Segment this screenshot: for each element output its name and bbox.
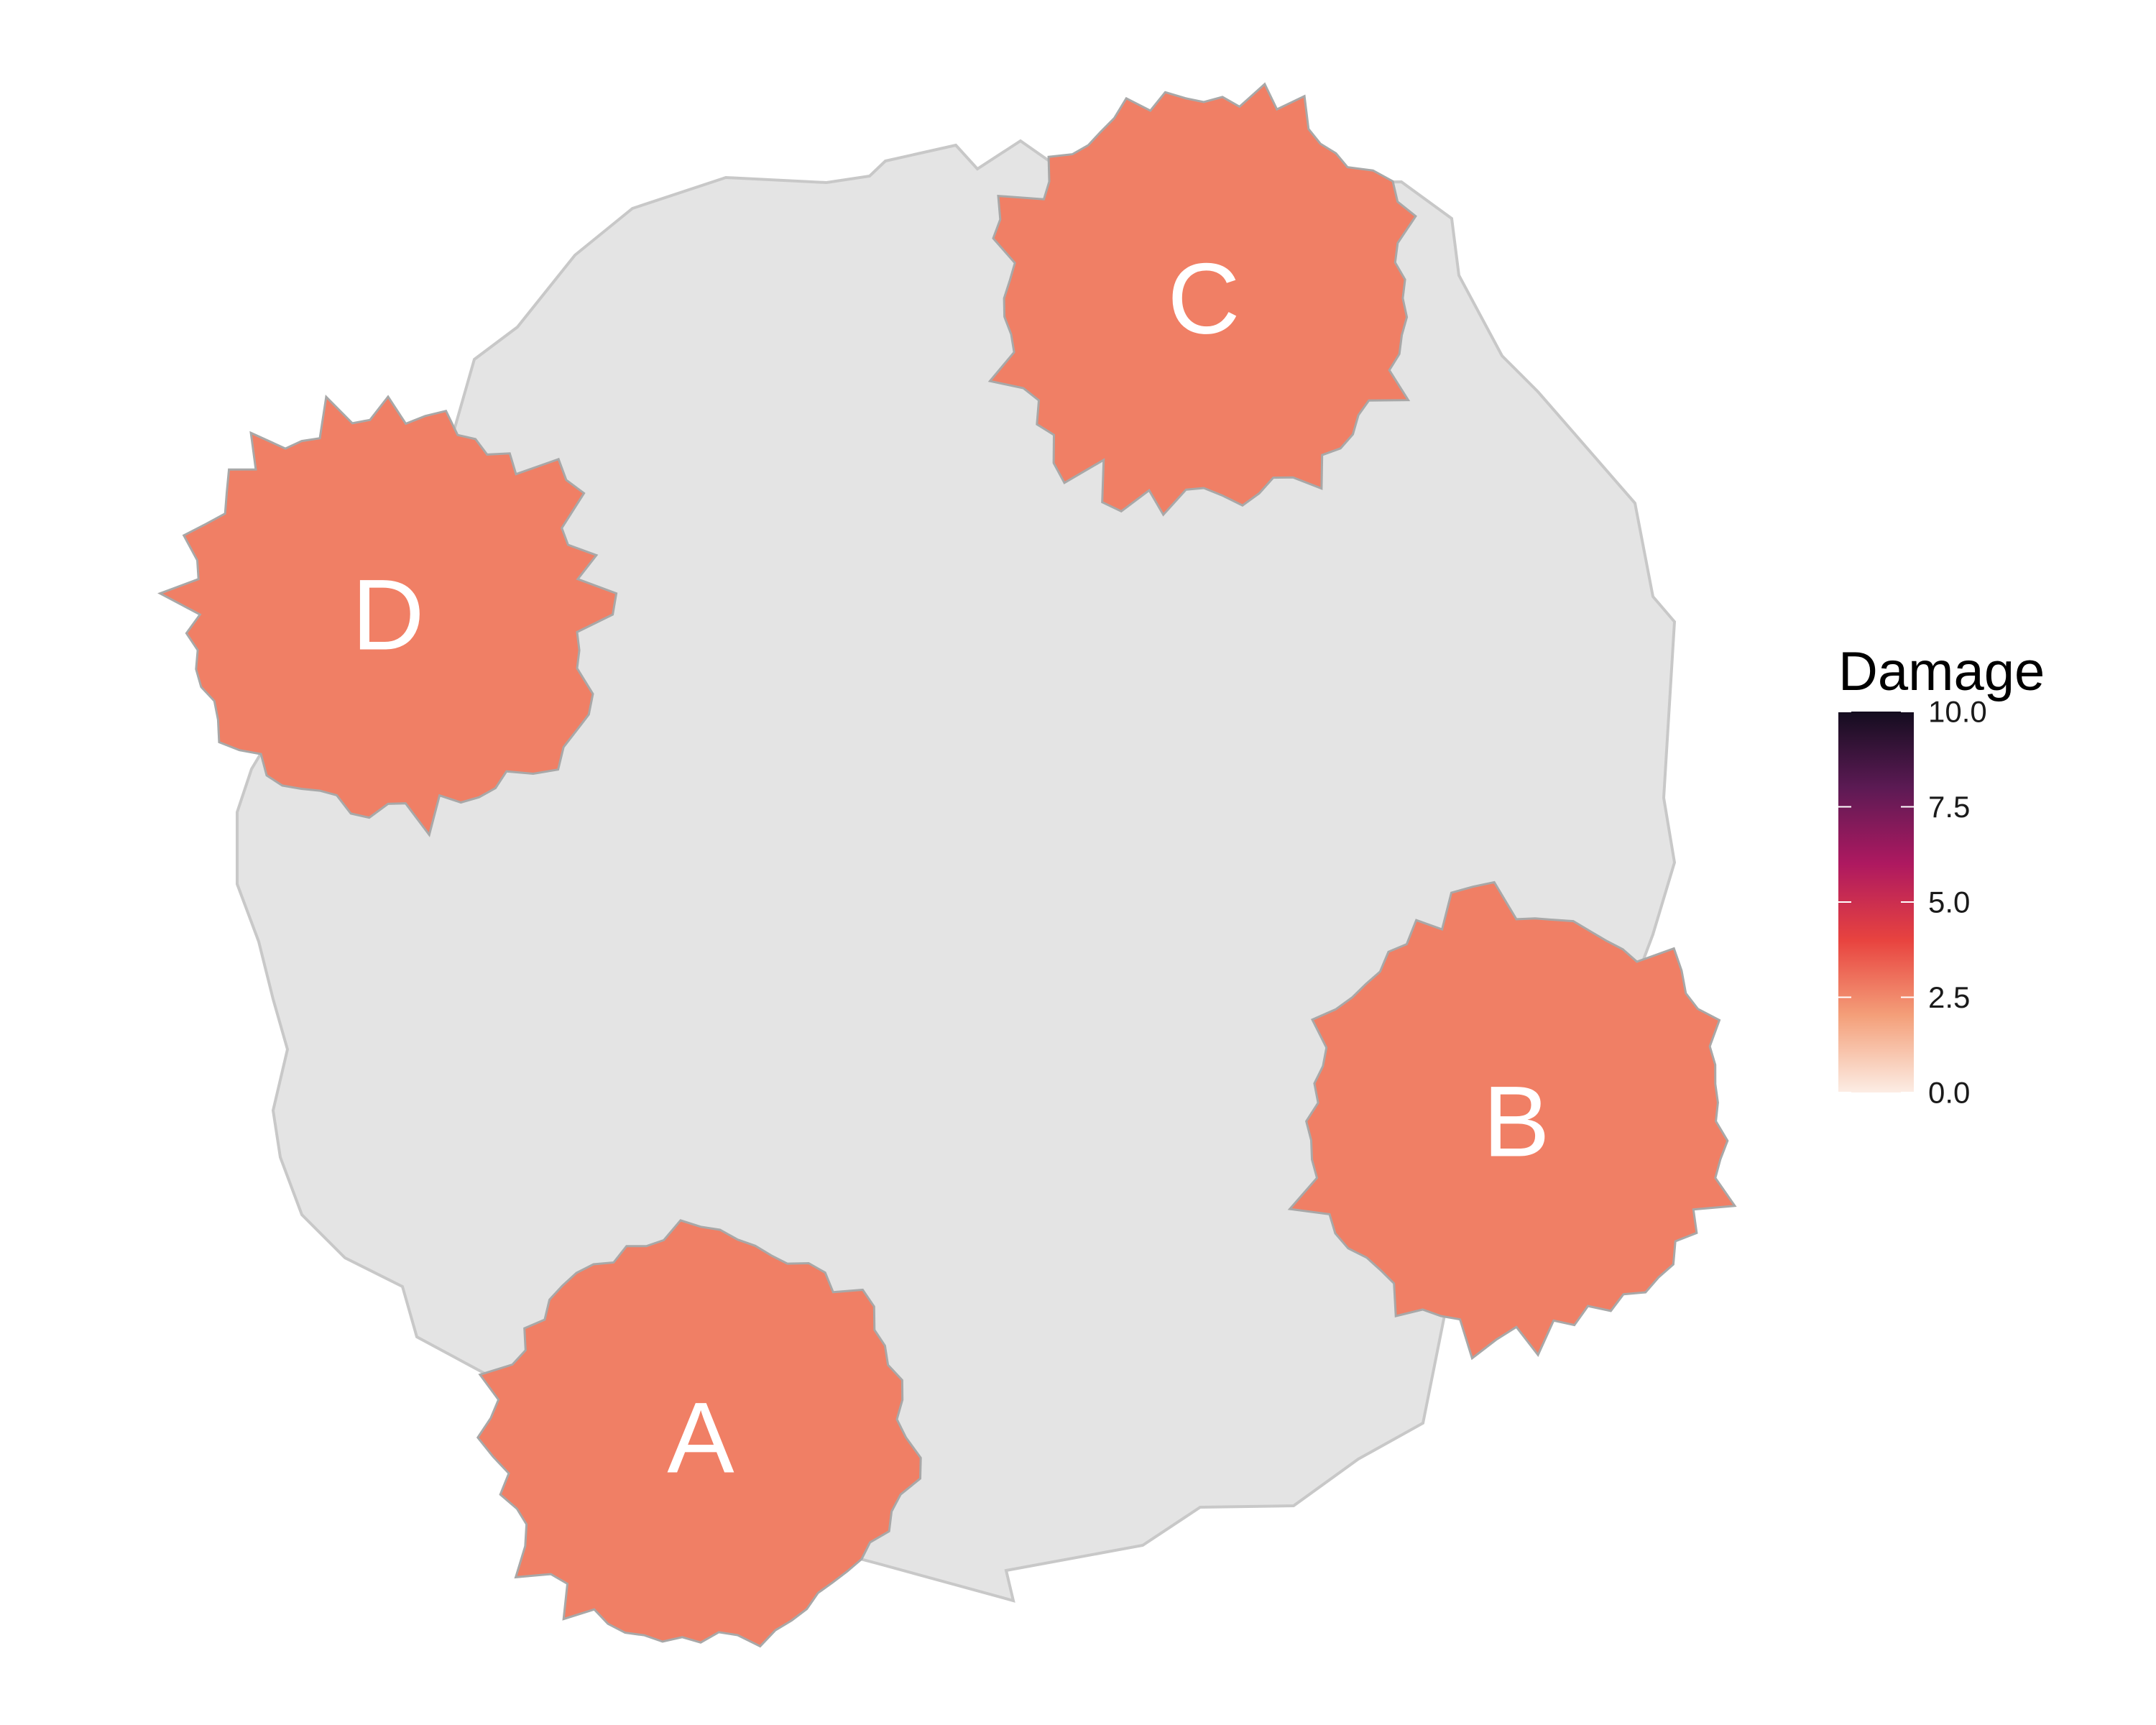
region-c: C: [987, 82, 1417, 517]
legend-tick-label: 5.0: [1928, 886, 1970, 919]
legend-tick: 7.5: [1838, 790, 1970, 824]
legend: Damage 10.0 7.5 5.0 2.5 0.0: [1838, 641, 2045, 1110]
region-a-label: A: [667, 1381, 734, 1494]
base-area: [236, 139, 1677, 1603]
region-c-shape: [987, 82, 1417, 517]
legend-tick-label: 0.0: [1928, 1076, 1970, 1110]
legend-tick: 10.0: [1838, 695, 1987, 729]
region-a-shape: [476, 1219, 922, 1648]
legend-tick-label: 10.0: [1928, 695, 1987, 729]
legend-tick: 5.0: [1838, 886, 1970, 919]
region-a: A: [476, 1219, 922, 1648]
legend-title: Damage: [1838, 641, 2045, 702]
legend-tick-label: 2.5: [1928, 980, 1970, 1014]
damage-regions: A B C D: [157, 82, 1737, 1648]
region-b: B: [1287, 880, 1737, 1361]
region-b-shape: [1287, 880, 1737, 1361]
legend-tick: 0.0: [1838, 1076, 1970, 1110]
region-c-label: C: [1167, 242, 1240, 355]
region-b-label: B: [1483, 1065, 1549, 1178]
legend-ticks: 10.0 7.5 5.0 2.5 0.0: [1838, 695, 1987, 1110]
legend-tick-label: 7.5: [1928, 790, 1970, 824]
legend-tick: 2.5: [1838, 980, 1970, 1014]
region-d-shape: [157, 395, 618, 837]
region-d: D: [157, 395, 618, 837]
region-d-label: D: [351, 558, 424, 671]
